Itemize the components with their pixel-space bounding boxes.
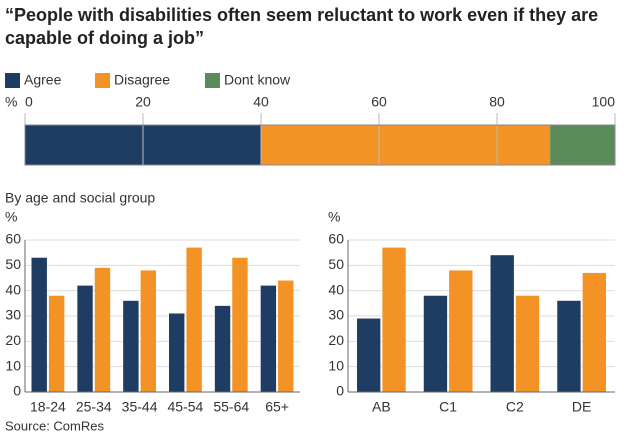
- y-tick-label: 10: [328, 357, 344, 373]
- x-tick-label: 65+: [265, 399, 289, 415]
- x-tick-label: 18-24: [30, 399, 66, 415]
- y-tick-label: 20: [5, 332, 21, 348]
- x-tick-label: 45-54: [168, 399, 204, 415]
- bar: [278, 280, 294, 392]
- axis-label: %: [5, 94, 17, 110]
- legend-label: Agree: [24, 72, 62, 88]
- axis-label: %: [328, 209, 340, 225]
- bar-segment: [261, 125, 551, 165]
- bar: [94, 267, 111, 392]
- bar: [357, 318, 381, 392]
- y-tick-label: 60: [328, 231, 344, 247]
- legend-label: Dont know: [224, 72, 291, 88]
- bar: [490, 255, 514, 392]
- x-tick-label: 60: [371, 94, 387, 110]
- subtitle: By age and social group: [5, 190, 155, 206]
- y-tick-label: 50: [328, 256, 344, 272]
- y-tick-label: 0: [13, 383, 21, 399]
- bar: [186, 247, 202, 392]
- legend-swatch: [205, 73, 220, 88]
- y-tick-label: 20: [328, 332, 344, 348]
- bar: [232, 257, 248, 392]
- bar: [382, 247, 406, 392]
- y-tick-label: 40: [328, 281, 344, 297]
- bar: [260, 285, 277, 392]
- x-tick-label: 20: [135, 94, 151, 110]
- x-tick-label: 100: [592, 94, 616, 110]
- y-tick-label: 0: [336, 383, 344, 399]
- x-tick-label: 55-64: [213, 399, 249, 415]
- y-tick-label: 30: [5, 307, 21, 323]
- title: “People with disabilities often seem rel…: [5, 5, 599, 48]
- bar: [123, 300, 139, 392]
- bar: [423, 295, 448, 392]
- x-tick-label: DE: [572, 399, 591, 415]
- y-tick-label: 30: [328, 307, 344, 323]
- x-tick-label: C1: [439, 399, 457, 415]
- legend-label: Disagree: [114, 72, 170, 88]
- y-tick-label: 50: [5, 256, 21, 272]
- bar: [214, 305, 231, 392]
- legend-swatch: [5, 73, 20, 88]
- frame: [24, 124, 616, 166]
- bar: [140, 270, 156, 392]
- legend-swatch: [95, 73, 110, 88]
- bar: [515, 295, 540, 392]
- bar: [169, 313, 185, 392]
- bar: [31, 257, 47, 392]
- source: Source: ComRes: [5, 418, 104, 433]
- bar: [449, 270, 473, 392]
- x-tick-label: 80: [489, 94, 505, 110]
- y-tick-label: 10: [5, 357, 21, 373]
- y-tick-label: 60: [5, 231, 21, 247]
- bar-segment: [550, 125, 615, 165]
- bar: [557, 300, 581, 392]
- x-tick-label: AB: [372, 399, 391, 415]
- x-tick-label: 25-34: [76, 399, 112, 415]
- x-tick-label: 0: [25, 94, 33, 110]
- x-tick-label: 40: [253, 94, 269, 110]
- axis-label: %: [5, 209, 17, 225]
- x-tick-label: C2: [506, 399, 524, 415]
- y-tick-label: 40: [5, 281, 21, 297]
- bar: [582, 272, 606, 392]
- x-tick-label: 35-44: [122, 399, 158, 415]
- bar: [48, 295, 65, 392]
- bar: [77, 285, 93, 392]
